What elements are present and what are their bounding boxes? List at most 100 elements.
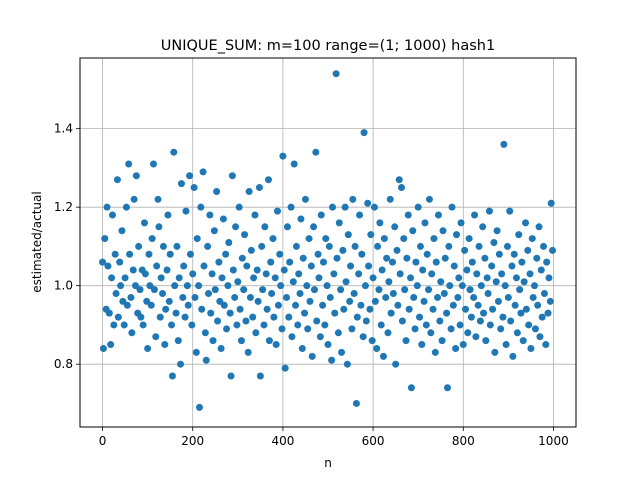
data-point — [129, 266, 137, 274]
data-point — [331, 309, 339, 317]
data-point — [369, 274, 377, 282]
data-point — [250, 274, 258, 282]
data-point — [495, 250, 503, 258]
data-point — [366, 305, 374, 313]
data-point — [412, 258, 420, 266]
data-point — [269, 235, 277, 243]
data-point — [101, 235, 109, 243]
data-point — [104, 262, 112, 270]
data-point — [307, 262, 315, 270]
data-point — [159, 242, 167, 250]
data-point — [490, 239, 498, 246]
data-point — [188, 321, 196, 329]
data-point — [340, 305, 348, 313]
data-point — [131, 282, 139, 290]
data-point — [398, 184, 405, 192]
data-point — [249, 313, 257, 321]
data-point — [508, 262, 516, 270]
data-point — [219, 215, 227, 223]
x-tick-label: 200 — [181, 434, 204, 448]
data-point — [200, 262, 208, 270]
data-point — [234, 278, 242, 286]
data-point — [525, 321, 533, 329]
data-point — [121, 274, 129, 282]
data-point — [425, 195, 433, 203]
data-point — [461, 246, 469, 254]
data-point — [473, 270, 481, 278]
data-point — [485, 207, 493, 215]
data-point — [423, 250, 431, 258]
data-point — [270, 313, 278, 321]
data-point — [509, 352, 517, 360]
data-point — [255, 184, 263, 192]
data-point — [420, 297, 428, 305]
data-point — [173, 242, 181, 250]
data-point — [310, 223, 318, 231]
plot-area-frame — [79, 57, 577, 428]
data-point — [241, 231, 249, 239]
data-point — [430, 235, 438, 243]
data-point — [480, 309, 488, 317]
data-point — [323, 282, 331, 290]
data-point — [175, 274, 183, 282]
y-tick-label: 1.0 — [54, 279, 73, 293]
data-point — [286, 258, 294, 266]
data-point — [267, 258, 275, 266]
data-point — [374, 242, 382, 250]
data-point — [510, 250, 518, 258]
data-point — [240, 286, 248, 294]
data-point — [237, 337, 245, 345]
data-point — [422, 321, 430, 329]
data-point — [533, 254, 541, 262]
data-point — [116, 258, 124, 266]
data-point — [471, 211, 479, 219]
data-point — [99, 344, 107, 352]
data-point — [252, 329, 260, 337]
data-point — [272, 341, 280, 349]
data-point — [289, 278, 297, 286]
data-point — [357, 301, 365, 309]
data-point — [472, 333, 480, 341]
data-point — [195, 403, 203, 411]
data-point — [135, 242, 143, 250]
data-point — [195, 282, 203, 290]
data-point — [516, 286, 524, 294]
data-point — [512, 274, 520, 282]
data-point — [355, 270, 363, 278]
data-point — [118, 227, 126, 235]
data-point — [111, 250, 119, 258]
data-point — [244, 348, 252, 356]
data-point — [429, 305, 437, 313]
data-point — [377, 321, 385, 329]
data-point — [285, 313, 293, 321]
data-point — [317, 211, 325, 219]
data-point — [463, 266, 471, 274]
data-point — [341, 203, 349, 211]
data-point — [538, 313, 546, 321]
data-point — [112, 290, 120, 298]
data-point — [170, 148, 178, 156]
data-point — [536, 333, 544, 341]
data-point — [146, 282, 154, 290]
data-point — [227, 372, 235, 380]
data-point — [439, 227, 447, 235]
data-point — [373, 344, 381, 352]
data-point — [425, 286, 433, 294]
data-point — [407, 384, 415, 392]
data-point — [454, 293, 462, 301]
data-point — [371, 297, 379, 305]
data-point — [443, 384, 451, 392]
data-point — [171, 282, 179, 290]
data-point — [145, 250, 153, 258]
data-point — [238, 254, 246, 262]
y-tick-label: 1.4 — [54, 122, 73, 136]
data-point — [164, 211, 172, 219]
data-point — [210, 227, 218, 235]
data-point — [393, 246, 401, 254]
data-point — [281, 364, 289, 372]
data-point — [330, 270, 338, 278]
data-point — [207, 309, 215, 317]
data-point — [395, 176, 403, 184]
data-point — [382, 293, 390, 301]
